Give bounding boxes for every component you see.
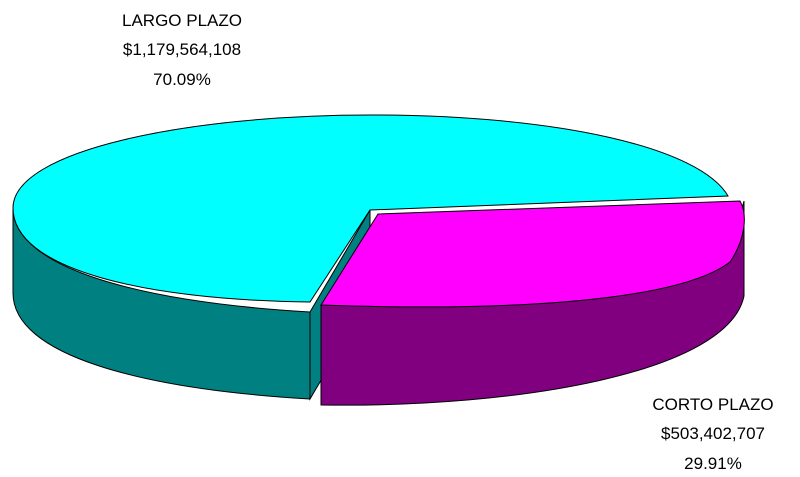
label-largo-plazo-name: LARGO PLAZO: [122, 11, 242, 30]
label-largo-plazo-value: $1,179,564,108: [123, 40, 241, 59]
slice-corto-plazo-group: [320, 200, 745, 406]
label-corto-plazo-value: $503,402,707: [661, 424, 765, 443]
slice-corto-plazo: [320, 200, 745, 308]
label-corto-plazo-percent: 29.91%: [684, 454, 742, 473]
label-largo-plazo-percent: 70.09%: [153, 70, 211, 89]
label-corto-plazo-name: CORTO PLAZO: [652, 395, 773, 414]
label-corto-plazo: CORTO PLAZO $503,402,707 29.91%: [652, 395, 773, 473]
slice-largo-plazo: [12, 114, 729, 303]
label-largo-plazo: LARGO PLAZO $1,179,564,108 70.09%: [122, 11, 242, 89]
